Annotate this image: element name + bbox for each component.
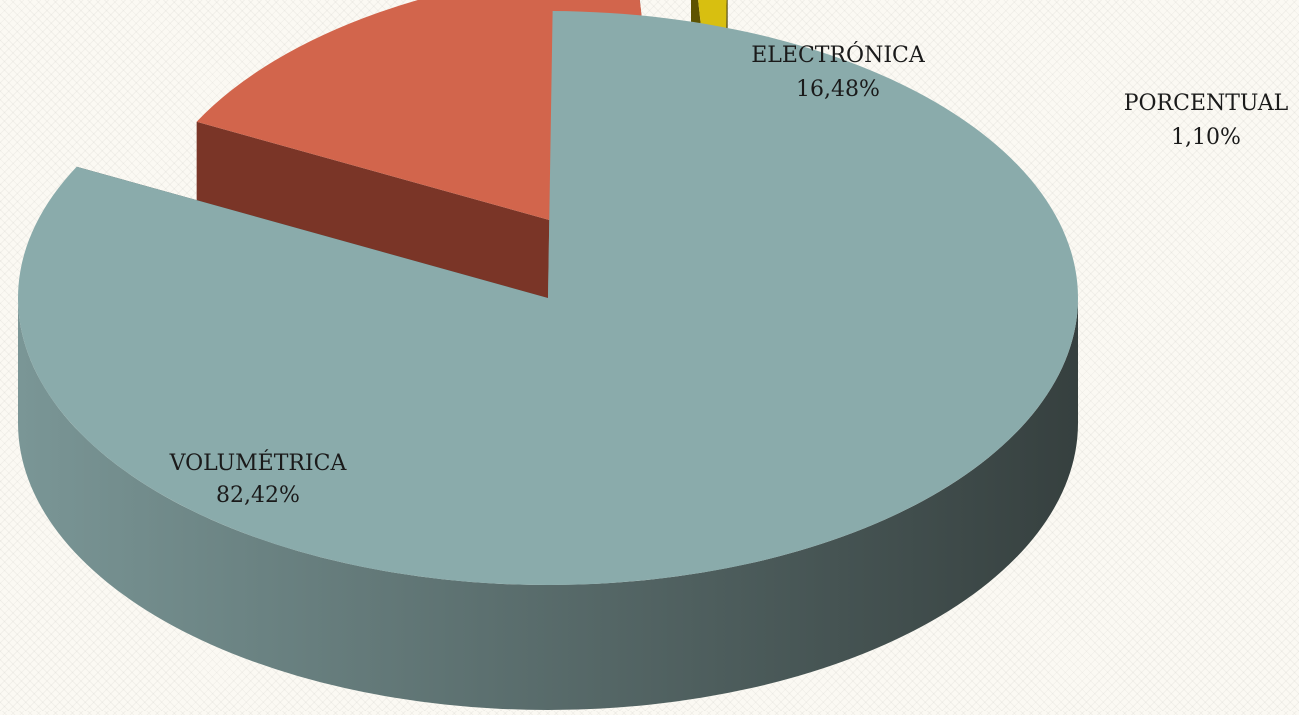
data-labels: VOLUMÉTRICA 82,42% ELECTRÓNICA 16,48% PO… bbox=[169, 41, 1289, 508]
slice-value-porcentual: 1,10% bbox=[1171, 125, 1241, 150]
slice-tops bbox=[17, 0, 1078, 585]
slice-label-porcentual: PORCENTUAL bbox=[1124, 91, 1289, 116]
slice-label-volumetrica: VOLUMÉTRICA bbox=[169, 449, 348, 476]
slice-label-electronica: ELECTRÓNICA bbox=[751, 41, 926, 68]
slice-value-electronica: 16,48% bbox=[796, 77, 880, 102]
slice-side-volumetrica bbox=[18, 298, 1078, 710]
slice-top-volumetrica bbox=[17, 11, 1078, 585]
slice-value-volumetrica: 82,42% bbox=[216, 483, 300, 508]
